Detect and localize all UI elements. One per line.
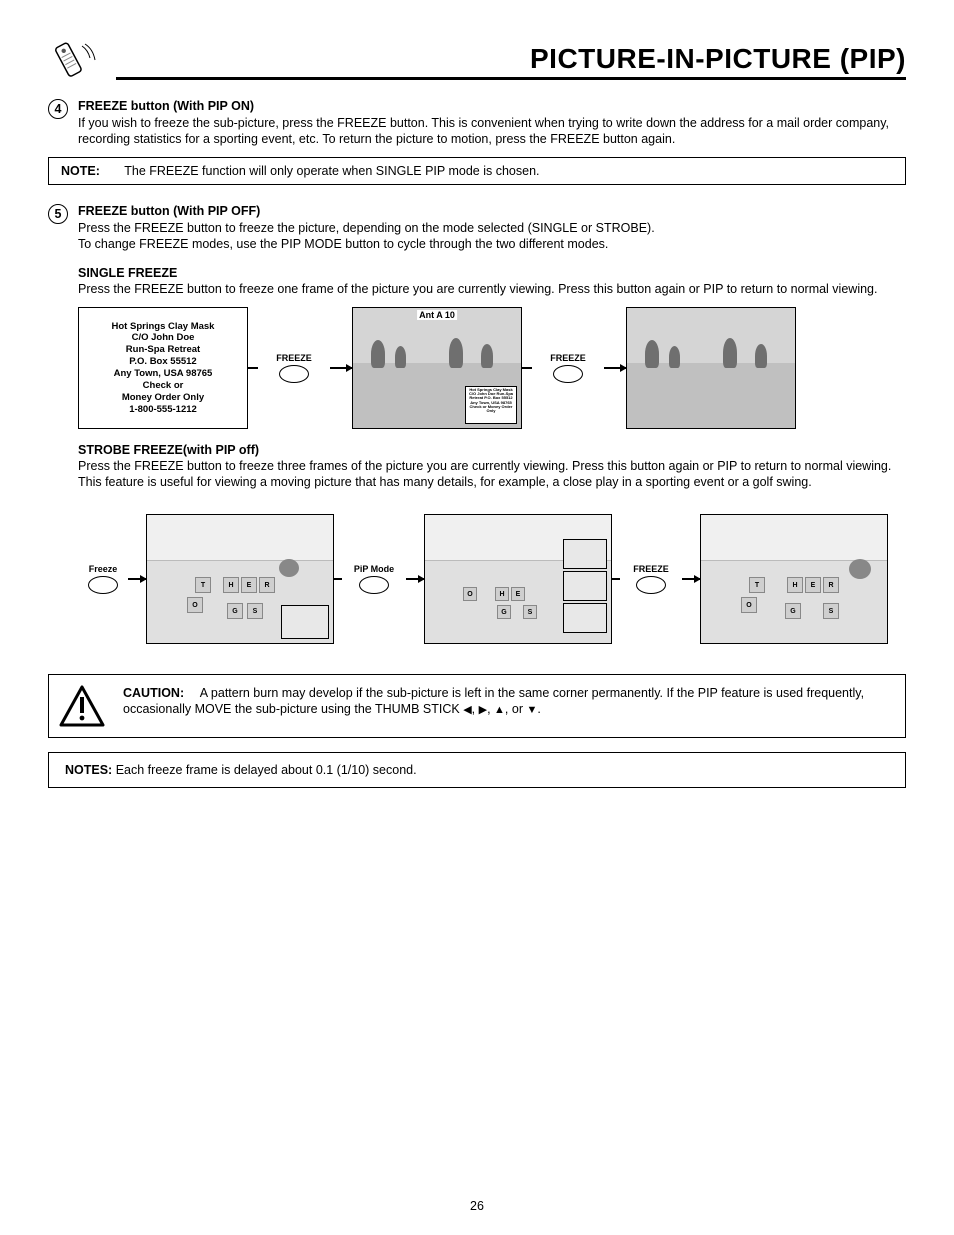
freeze-button-3: Freeze: [78, 564, 128, 594]
strobe-freeze-body: Press the FREEZE button to freeze three …: [78, 458, 906, 490]
sec5-line1: Press the FREEZE button to freeze the pi…: [78, 220, 906, 236]
page-number: 26: [0, 1199, 954, 1213]
button-oval-icon: [359, 576, 389, 594]
scene-frame-with-pip: Ant A 10 Hot Springs Clay Mask C/O John …: [352, 307, 522, 429]
pip-mini-address: Hot Springs Clay Mask C/O John Doe Run-S…: [465, 386, 517, 424]
sec5-line2: To change FREEZE modes, use the PIP MODE…: [78, 236, 906, 252]
freeze-button-1: FREEZE: [258, 353, 330, 383]
pip-mode-button: PiP Mode: [342, 564, 406, 594]
caution-text-end: .: [537, 702, 540, 716]
notes-box-2: NOTES: Each freeze frame is delayed abou…: [48, 752, 906, 788]
remote-icon: [48, 40, 96, 80]
caution-triangle-icon: [59, 685, 105, 727]
single-freeze-body: Press the FREEZE button to freeze one fr…: [78, 281, 906, 297]
caution-box: CAUTION: A pattern burn may develop if t…: [48, 674, 906, 738]
sec4-body: If you wish to freeze the sub-picture, p…: [78, 115, 906, 147]
address-card: Hot Springs Clay Mask C/O John Doe Run-S…: [78, 307, 248, 429]
button-oval-icon: [88, 576, 118, 594]
scene-frame-plain: [626, 307, 796, 429]
strobe-freeze-heading: STROBE FREEZE(with PIP off): [78, 443, 906, 457]
freeze-button-4: FREEZE: [620, 564, 682, 594]
button-oval-icon: [636, 576, 666, 594]
up-arrow-icon: ▲: [494, 704, 505, 716]
note-text: The FREEZE function will only operate wh…: [124, 164, 539, 178]
page-title: PICTURE-IN-PICTURE (PIP): [116, 43, 906, 80]
blocks-frame-2: O H E G S: [424, 514, 612, 644]
notes-text: Each freeze frame is delayed about 0.1 (…: [116, 763, 417, 777]
right-arrow-icon: ▶: [479, 704, 487, 716]
ant-label: Ant A 10: [417, 310, 457, 320]
step-number-4: 4: [48, 99, 68, 119]
single-freeze-heading: SINGLE FREEZE: [78, 266, 906, 280]
freeze-button-2: FREEZE: [532, 353, 604, 383]
note-label: NOTE:: [61, 164, 121, 178]
blocks-frame-1: T H E R O G S: [146, 514, 334, 644]
caution-text-2: , or: [505, 702, 527, 716]
sec4-heading: FREEZE button (With PIP ON): [78, 98, 906, 114]
down-arrow-icon: ▼: [526, 704, 537, 716]
strobe-freeze-sequence: Freeze T H E R O G S PiP Mode O H E G S: [78, 514, 906, 644]
left-arrow-icon: ◀: [463, 704, 471, 716]
notes-label: NOTES:: [65, 763, 112, 777]
step-number-5: 5: [48, 204, 68, 224]
note-box-1: NOTE: The FREEZE function will only oper…: [48, 157, 906, 185]
single-freeze-sequence: Hot Springs Clay Mask C/O John Doe Run-S…: [78, 307, 906, 429]
button-oval-icon: [553, 365, 583, 383]
caution-label: CAUTION:: [123, 685, 197, 701]
blocks-frame-3: T H E R O G S: [700, 514, 888, 644]
button-oval-icon: [279, 365, 309, 383]
sec5-heading: FREEZE button (With PIP OFF): [78, 203, 906, 219]
